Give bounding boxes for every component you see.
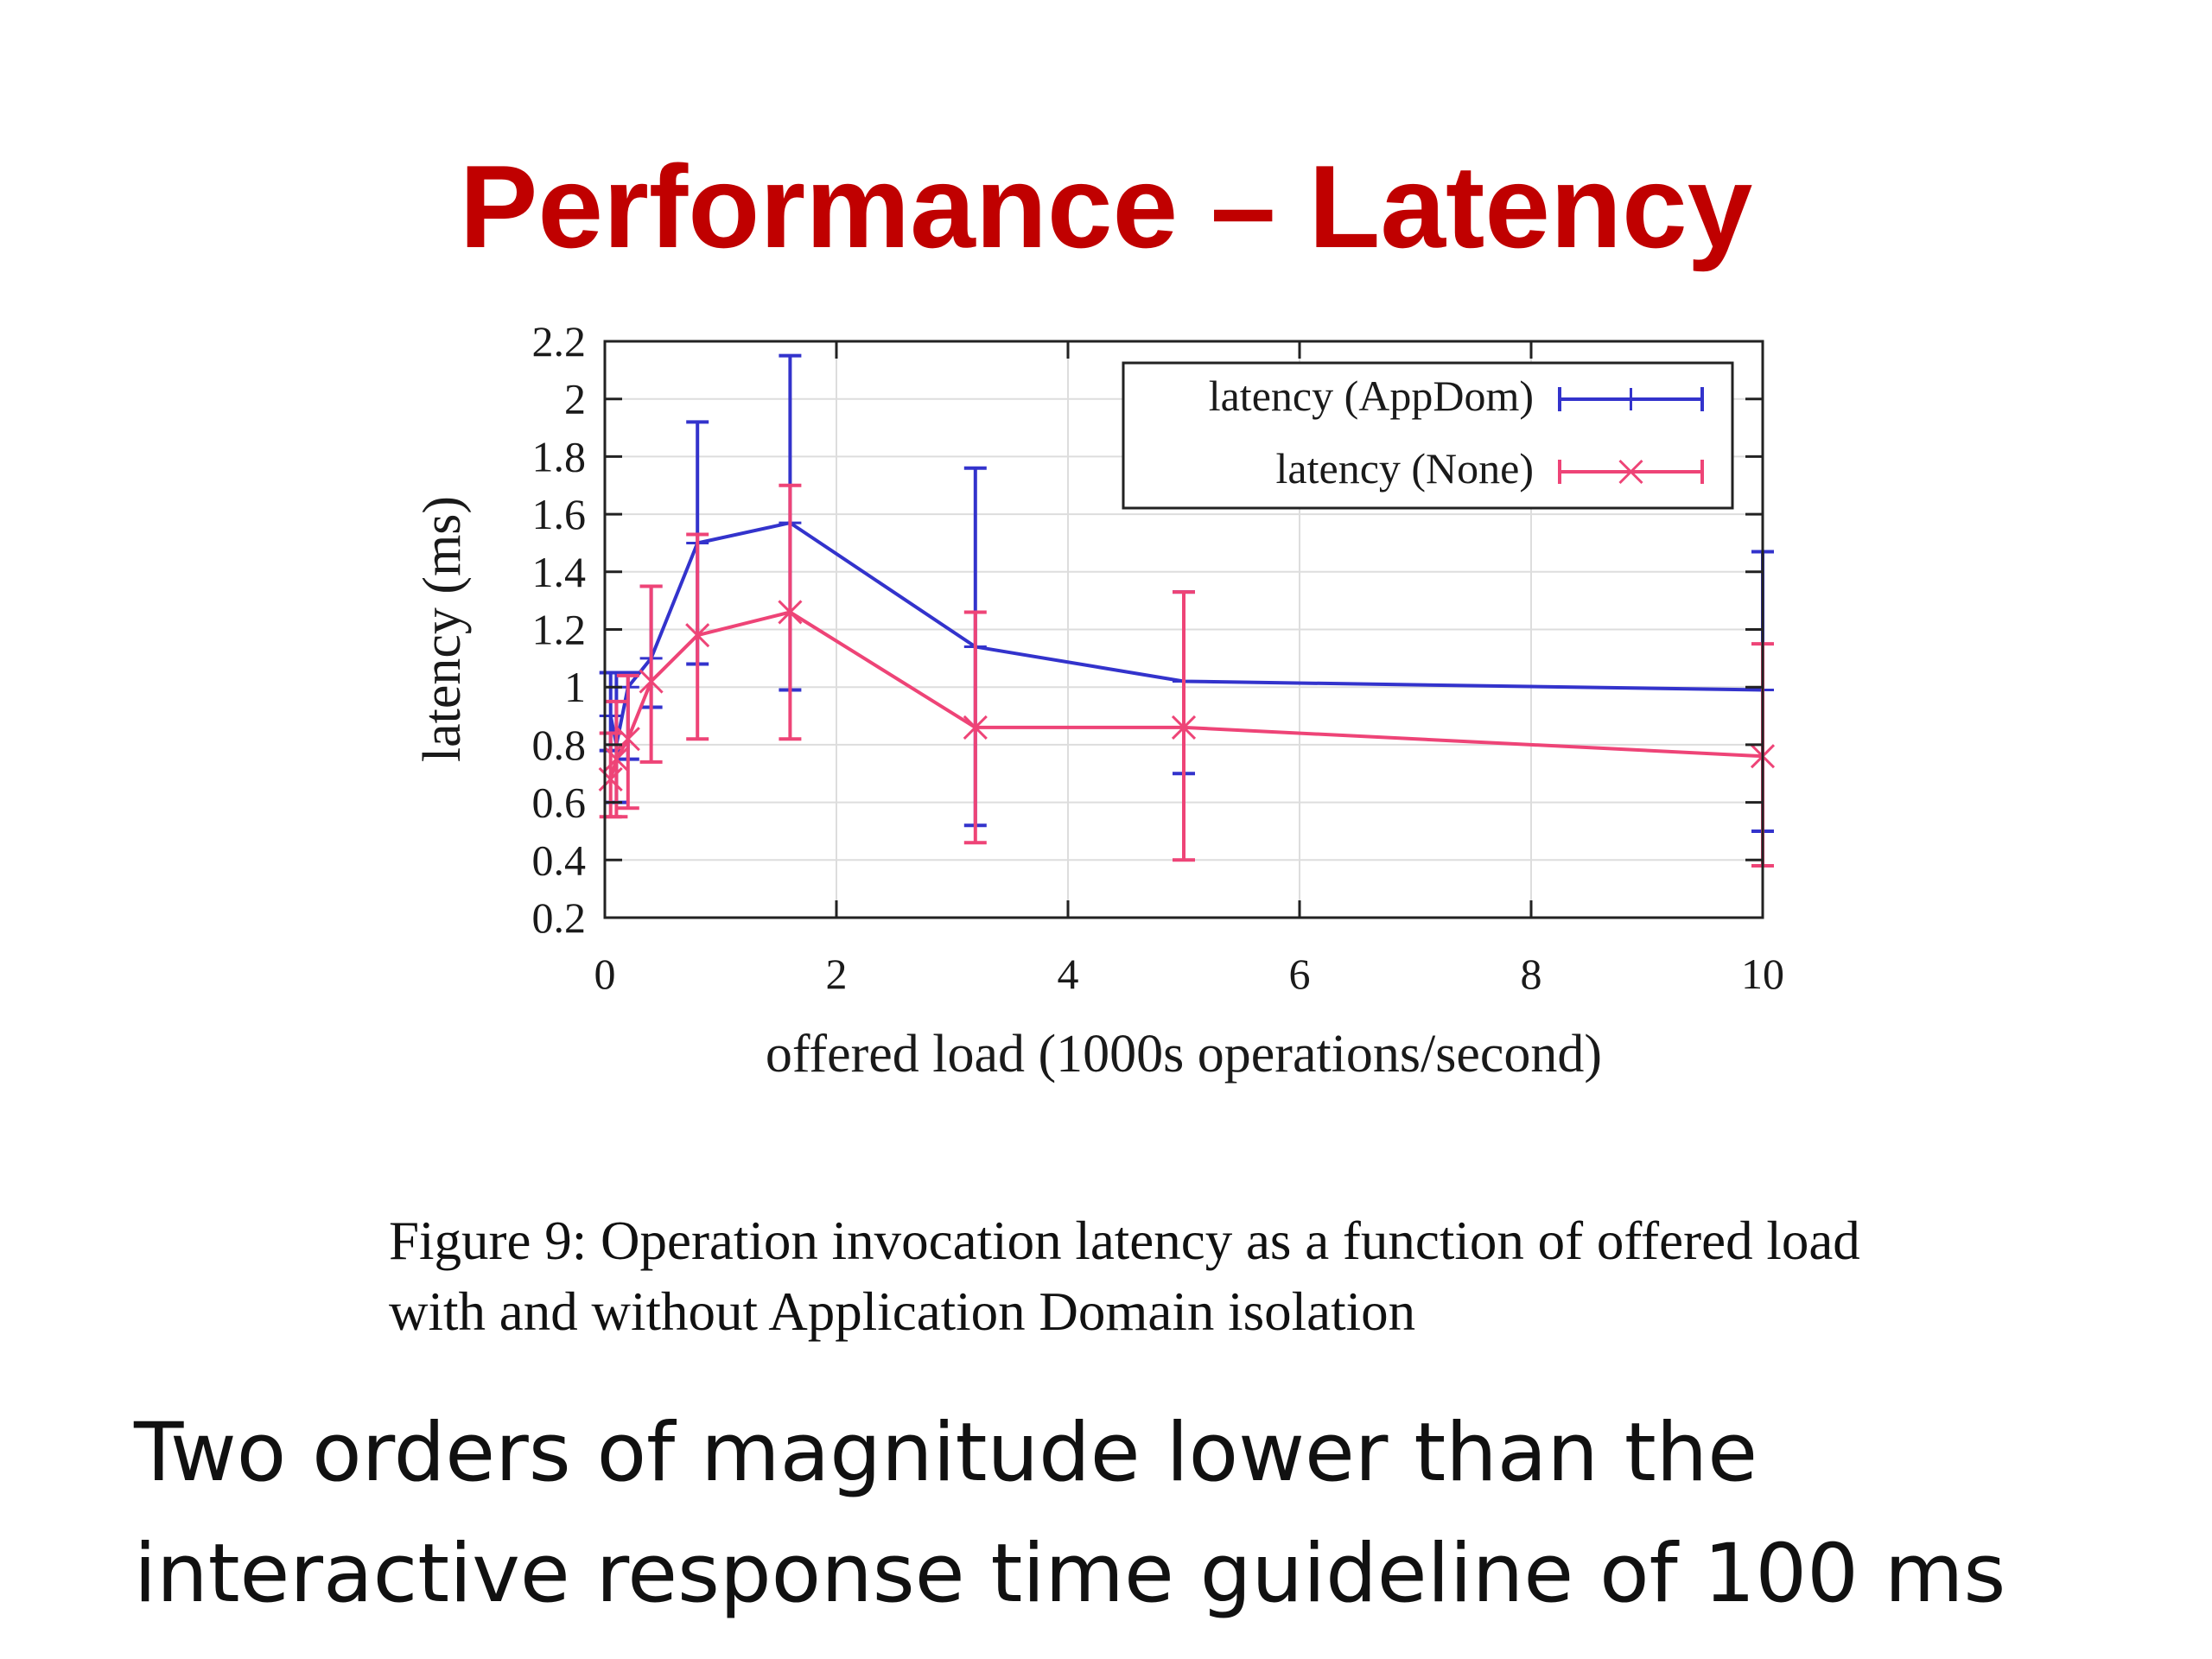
slide-note: Two orders of magnitude lower than the i… [134,1406,2006,1621]
figure-caption: Figure 9: Operation invocation latency a… [389,1211,1860,1342]
y-tick-label: 0.8 [532,721,587,769]
data-point-none [963,715,988,740]
axis-ticks: 0 2 4 6 8 10 0.2 0.4 0.6 0.8 1 1.2 1.4 1.6 1.8 2 2.2 [532,317,1785,998]
y-axis-label: latency (ms) [413,496,472,762]
x-tick-label: 0 [594,950,616,998]
data-point-none [778,600,803,625]
slide-title: Performance – Latency [459,141,1753,272]
y-tick-label: 2.2 [532,317,587,365]
series-line-none [608,610,1764,780]
y-tick-label: 0.4 [532,836,587,884]
series-none [598,483,1776,868]
legend-sample-none [1558,459,1704,485]
y-tick-label: 0.6 [532,779,587,827]
legend-marker-none [1618,459,1643,485]
y-tick-label: 1.8 [532,432,587,480]
legend-box [1122,361,1734,510]
x-tick-label: 2 [826,950,848,998]
legend-label-appdom: latency (AppDom) [1209,372,1534,420]
series-layer [598,353,1776,868]
y-tick-label: 0.2 [532,893,587,942]
x-tick-label: 8 [1521,950,1542,998]
data-point-none [1171,715,1197,740]
legend: latency (AppDom) latency (None) [1122,361,1734,510]
legend-sample-appdom [1558,387,1704,411]
y-tick-label: 1.6 [532,490,587,538]
x-tick-label: 10 [1741,950,1784,998]
legend-label-none: latency (None) [1276,444,1534,493]
y-tick-label: 1.4 [532,548,587,596]
y-tick-label: 1.2 [532,606,587,654]
data-point-none [615,727,640,752]
y-tick-label: 2 [564,375,586,423]
series-line-appdom [608,521,1764,747]
y-tick-label: 1 [564,663,586,711]
data-point-none [639,669,664,694]
data-point-none [685,623,710,648]
x-axis-label: offered load (1000s operations/second) [766,1025,1602,1084]
data-point-none [604,747,629,772]
x-tick-label: 4 [1058,950,1079,998]
x-tick-label: 6 [1289,950,1311,998]
